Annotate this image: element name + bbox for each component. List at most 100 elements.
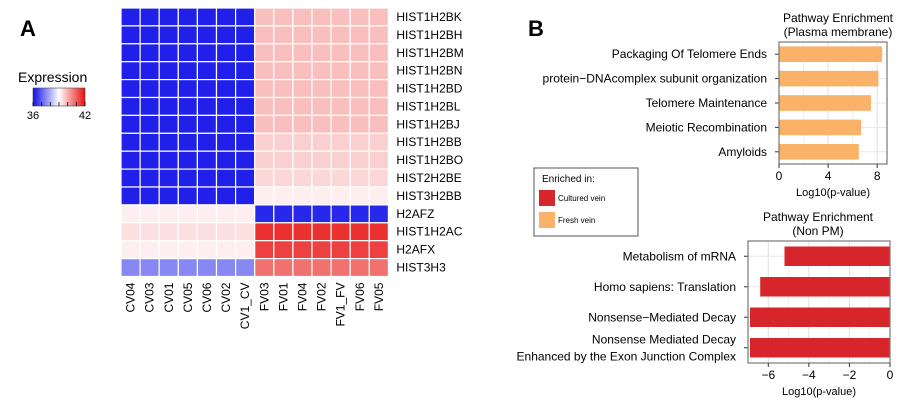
heatmap-cell	[158, 240, 179, 260]
heatmap-cell	[273, 132, 294, 152]
heatmap-cell	[158, 96, 179, 116]
heatmap-column-label: FV01	[276, 282, 290, 311]
heatmap-row-label: HIST1H2AC	[396, 225, 462, 239]
npm-x-tick-label: −6	[761, 368, 775, 382]
heatmap-cell	[139, 7, 160, 27]
heatmap-cell	[254, 222, 275, 242]
heatmap-column-label: FV03	[257, 282, 271, 311]
npm-x-tick-label: −4	[802, 368, 816, 382]
heatmap-cell	[139, 258, 160, 278]
heatmap-cell	[330, 168, 351, 188]
pm-x-tick-label: 4	[825, 169, 832, 183]
heatmap-cell	[120, 96, 141, 116]
heatmap-cell	[120, 240, 141, 260]
heatmap-cell	[330, 96, 351, 116]
heatmap-cell	[368, 25, 389, 45]
heatmap-cell	[292, 222, 313, 242]
heatmap-cell	[215, 168, 237, 188]
heatmap-cell	[196, 132, 218, 152]
heatmap-cell	[273, 258, 294, 278]
heatmap-cell	[349, 222, 370, 242]
npm-category-label: Nonsense−Mediated Decay	[588, 310, 736, 324]
heatmap-column-label: FV1_FV	[334, 283, 348, 327]
heatmap-cell	[273, 61, 294, 81]
heatmap-cell	[349, 186, 370, 206]
heatmap-cell	[235, 186, 256, 206]
enrichment-legend: Enriched in: Cultured vein Fresh vein	[533, 167, 639, 237]
heatmap-cell	[235, 240, 256, 260]
heatmap-row-label: HIST1H2BN	[396, 64, 462, 78]
heatmap-cell	[368, 132, 389, 152]
heatmap-cell	[120, 204, 141, 224]
heatmap-cell	[158, 258, 179, 278]
pm-x-tick-label: 8	[874, 169, 881, 183]
heatmap-cell	[292, 204, 313, 224]
heatmap-cell	[139, 96, 160, 116]
heatmap-column-label: CV03	[143, 282, 157, 312]
heatmap-cell	[330, 150, 351, 170]
heatmap-cell	[235, 7, 256, 27]
heatmap-cell	[254, 240, 275, 260]
heatmap-cell	[139, 25, 160, 45]
heatmap-cell	[292, 96, 313, 116]
heatmap-cell	[177, 132, 199, 152]
npm-bar	[750, 338, 890, 358]
heatmap-cell	[158, 7, 179, 27]
pm-category-label: Amyloids	[718, 145, 767, 159]
heatmap-cell	[349, 132, 370, 152]
heatmap-cell	[177, 78, 199, 99]
heatmap-cell	[368, 204, 389, 224]
heatmap-cell	[273, 168, 294, 188]
heatmap-cell	[196, 240, 218, 260]
heatmap-cell	[330, 186, 351, 206]
pm-category-label: Meiotic Recombination	[646, 120, 767, 134]
heatmap-cell	[158, 132, 179, 152]
heatmap-cell	[177, 25, 199, 45]
heatmap-cell	[215, 7, 237, 27]
heatmap-cell	[215, 258, 237, 278]
heatmap-row-label: H2AFX	[396, 243, 435, 257]
heatmap-cell	[120, 150, 141, 170]
heatmap-cell	[177, 150, 199, 170]
npm-title: Pathway Enrichment	[763, 210, 874, 224]
heatmap-row-label: HIST3H3	[396, 261, 446, 275]
panel-label-a: A	[20, 16, 36, 41]
heatmap-cell	[196, 186, 218, 206]
heatmap-cell	[368, 43, 389, 63]
heatmap-cell	[215, 96, 237, 116]
heatmap-cell	[330, 25, 351, 45]
heatmap-cell	[139, 168, 160, 188]
npm-bar	[760, 277, 890, 297]
heatmap-cell	[349, 204, 370, 224]
npm-category-label: Homo sapiens: Translation	[594, 280, 736, 294]
heatmap-cell	[158, 78, 179, 99]
heatmap-cell	[235, 204, 256, 224]
heatmap-cell	[311, 7, 332, 27]
heatmap-cell	[349, 96, 370, 116]
heatmap-cell	[215, 186, 237, 206]
heatmap-cell	[215, 78, 237, 99]
heatmap-cell	[292, 78, 313, 99]
heatmap-cell	[330, 240, 351, 260]
heatmap-cell	[215, 61, 237, 81]
pm-title: Pathway Enrichment	[783, 11, 894, 25]
pm-subtitle: (Plasma membrane)	[784, 25, 893, 39]
heatmap-row-label: HIST1H2BK	[396, 10, 461, 24]
heatmap-cell	[273, 78, 294, 99]
heatmap-cell	[368, 78, 389, 99]
heatmap-cell	[254, 78, 275, 99]
npm-x-tick-label: 0	[887, 368, 894, 382]
npm-category-label: Nonsense Mediated Decay	[592, 332, 736, 346]
heatmap-cell	[368, 96, 389, 116]
heatmap-cell	[349, 25, 370, 45]
heatmap-cell	[292, 240, 313, 260]
heatmap-cell	[196, 78, 218, 99]
pm-category-label: protein−DNAcomplex subunit organization	[543, 72, 767, 86]
heatmap-cell	[120, 114, 141, 134]
heatmap-row-label: HIST1H2BJ	[396, 117, 459, 131]
heatmap-cell	[196, 150, 218, 170]
color-scale-min-label: 36	[27, 110, 39, 122]
heatmap-cell	[196, 25, 218, 45]
heatmap-cell	[139, 204, 160, 224]
heatmap-cell	[311, 186, 332, 206]
